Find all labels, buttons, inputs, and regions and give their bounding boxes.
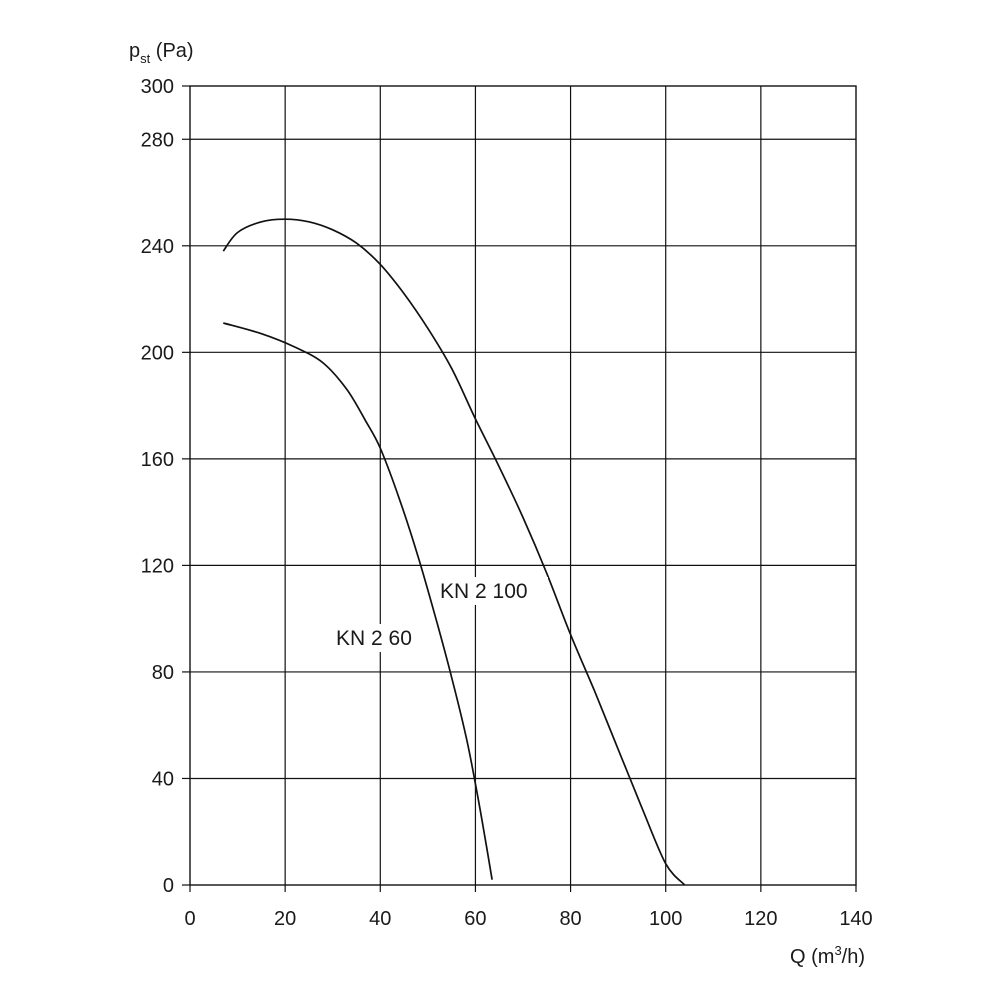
x-tick-label-80: 80: [559, 908, 581, 930]
y-tick-label-240: 240: [141, 236, 174, 258]
x-tick-label-20: 20: [274, 908, 296, 930]
plot-frame: [189, 85, 857, 886]
x-tick-label-140: 140: [839, 908, 872, 930]
series-line-kn-2-100: [222, 218, 686, 886]
series-label-kn-2-100: KN 2 100: [440, 580, 528, 603]
y-axis-title: pst (Pa): [129, 40, 194, 66]
y-tick-label-40: 40: [152, 768, 174, 790]
x-axis-title: Q (m3/h): [790, 943, 865, 968]
y-tick-label-0: 0: [163, 875, 174, 897]
x-tick-label-60: 60: [464, 908, 486, 930]
y-tick-label-120: 120: [141, 555, 174, 577]
grid: [190, 86, 856, 885]
series-label-bg-kn-2-60: [333, 624, 429, 652]
y-tick-label-280: 280: [141, 129, 174, 151]
x-tick-label-120: 120: [744, 908, 777, 930]
series-lines: [222, 218, 686, 886]
y-tick-label-200: 200: [141, 342, 174, 364]
y-axis-ticks: 0 40 80 120 160 200 240 280 300: [141, 76, 190, 897]
series-label-bg-kn-2-100: [437, 577, 548, 605]
x-tick-label-40: 40: [369, 908, 391, 930]
series-label-kn-2-60: KN 2 60: [336, 627, 412, 650]
x-tick-label-0: 0: [184, 908, 195, 930]
y-tick-label-160: 160: [141, 449, 174, 471]
y-tick-label-80: 80: [152, 662, 174, 684]
x-tick-label-100: 100: [649, 908, 682, 930]
x-axis-ticks: 0 20 40 60 80 100 120 140: [184, 885, 873, 930]
series-line-kn-2-60: [223, 322, 493, 880]
y-tick-label-300: 300: [141, 76, 174, 98]
